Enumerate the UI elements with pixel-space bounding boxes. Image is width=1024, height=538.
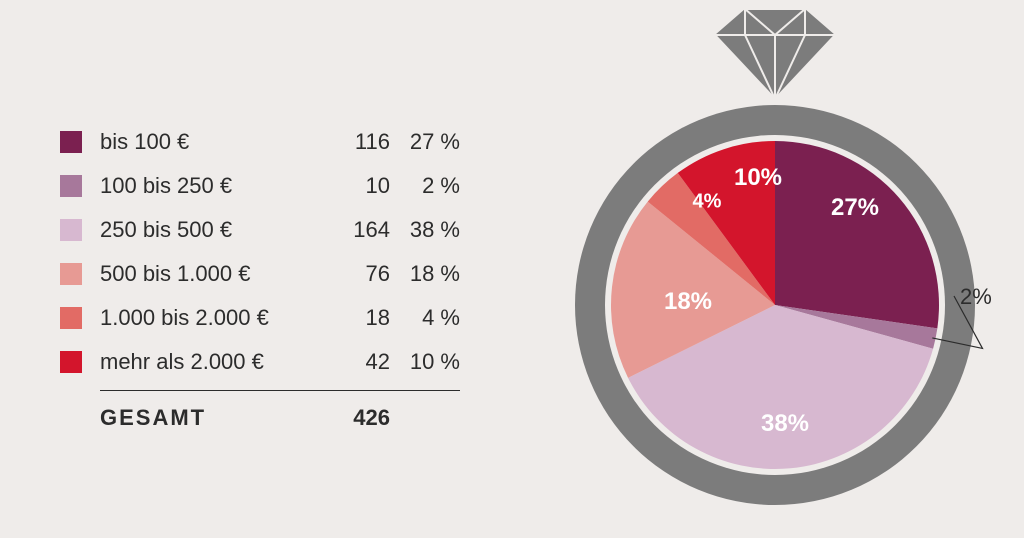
legend-swatch (60, 351, 82, 373)
legend-count: 42 (320, 349, 390, 375)
legend-percent: 10 % (390, 349, 460, 375)
legend-count: 18 (320, 305, 390, 331)
slice-callout: 2% (960, 284, 992, 310)
legend-percent: 27 % (390, 129, 460, 155)
legend-swatch (60, 219, 82, 241)
legend-swatch (60, 131, 82, 153)
legend-label: 1.000 bis 2.000 € (100, 305, 320, 331)
legend-total-label: GESAMT (100, 405, 320, 431)
slice-label: 18% (664, 288, 712, 316)
legend-swatch (60, 307, 82, 329)
ring-svg (560, 10, 990, 530)
slice-label: 10% (734, 164, 782, 192)
legend-total-row: GESAMT 426 (60, 391, 460, 445)
legend-label: bis 100 € (100, 129, 320, 155)
legend-swatch (60, 263, 82, 285)
legend-label: 100 bis 250 € (100, 173, 320, 199)
legend-row: 250 bis 500 €16438 % (60, 208, 460, 252)
legend-row: mehr als 2.000 €4210 % (60, 340, 460, 384)
legend-total-value: 426 (320, 405, 390, 431)
ring-chart: 27% 38% 18% 4% 10% 2% (560, 10, 990, 530)
legend-percent: 38 % (390, 217, 460, 243)
legend-percent: 4 % (390, 305, 460, 331)
legend-row: bis 100 €11627 % (60, 120, 460, 164)
legend-count: 76 (320, 261, 390, 287)
legend-percent: 2 % (390, 173, 460, 199)
legend-label: mehr als 2.000 € (100, 349, 320, 375)
diamond-icon (715, 10, 835, 99)
slice-label: 38% (761, 410, 809, 438)
legend-swatch (60, 175, 82, 197)
legend-label: 500 bis 1.000 € (100, 261, 320, 287)
legend-percent: 18 % (390, 261, 460, 287)
legend-table: bis 100 €11627 %100 bis 250 €102 %250 bi… (60, 120, 460, 445)
legend-label: 250 bis 500 € (100, 217, 320, 243)
legend-row: 100 bis 250 €102 % (60, 164, 460, 208)
legend-count: 164 (320, 217, 390, 243)
legend-row: 500 bis 1.000 €7618 % (60, 252, 460, 296)
legend-row: 1.000 bis 2.000 €184 % (60, 296, 460, 340)
slice-label: 27% (831, 194, 879, 222)
legend-count: 10 (320, 173, 390, 199)
slice-label: 4% (693, 191, 722, 214)
legend-count: 116 (320, 129, 390, 155)
